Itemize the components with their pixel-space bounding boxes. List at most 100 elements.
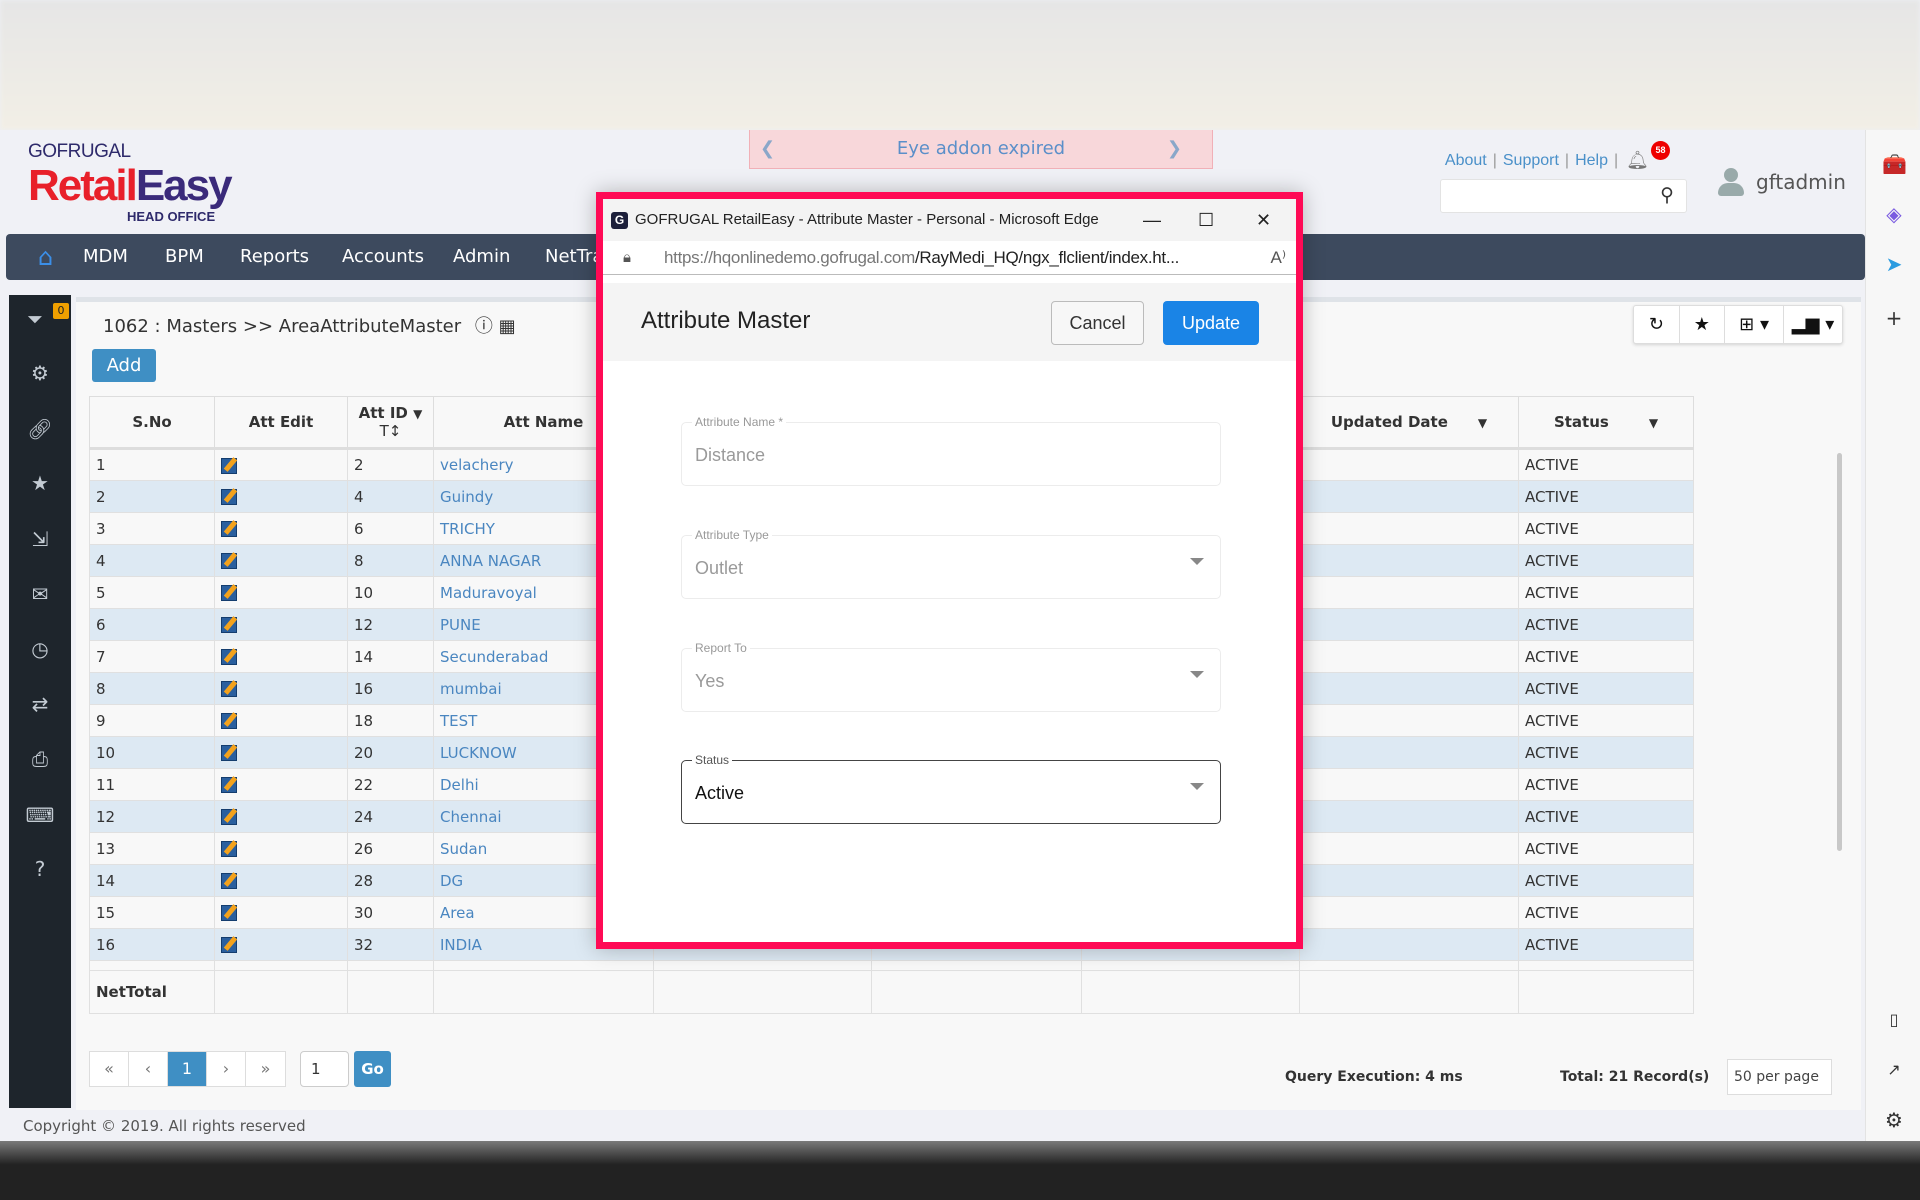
edit-icon[interactable] [221, 745, 237, 761]
about-link[interactable]: About [1444, 151, 1487, 169]
browser-chrome-blurred [0, 0, 1920, 130]
edit-icon[interactable] [221, 841, 237, 857]
lock-icon[interactable]: 🔒︎ [623, 248, 631, 266]
export-icon[interactable]: ⇲ [31, 527, 49, 551]
go-button[interactable]: Go [354, 1051, 391, 1087]
edit-icon[interactable] [221, 489, 237, 505]
help-circle-icon[interactable]: ⓘ [474, 316, 493, 337]
first-page-button[interactable]: « [90, 1052, 129, 1086]
transfer-icon[interactable]: ⇄ [31, 692, 49, 716]
col-sno[interactable]: S.No [89, 396, 215, 450]
keyboard-icon[interactable]: ⌨ [25, 803, 55, 827]
toolbox-icon[interactable]: 🧰 [1882, 152, 1907, 176]
cell-id: 14 [347, 640, 434, 673]
cell-edit [214, 672, 348, 705]
cell-status: ACTIVE [1518, 800, 1694, 833]
home-icon[interactable]: ⌂ [38, 243, 54, 271]
copilot-icon[interactable]: ◈ [1886, 202, 1902, 226]
edit-icon[interactable] [221, 681, 237, 697]
last-page-button[interactable]: » [260, 1059, 271, 1078]
help-icon[interactable]: ? [34, 857, 46, 881]
edit-icon[interactable] [221, 457, 237, 474]
hierarchy-dropdown-icon[interactable]: ⊞ ▾ [1725, 306, 1785, 343]
minimize-icon[interactable]: — [1143, 210, 1161, 230]
text-sort-icon[interactable]: T↕ [379, 422, 402, 440]
goto-page-input[interactable]: 1 [300, 1051, 349, 1087]
sidebar-toggle-icon[interactable]: ▯ [1889, 1010, 1899, 1029]
filter-icon[interactable]: ⏷ [27, 307, 43, 331]
mail-icon[interactable]: ✉ [31, 582, 49, 606]
support-link[interactable]: Support [1502, 151, 1559, 169]
link-icon[interactable]: 🔗︎ [27, 417, 53, 441]
edit-icon[interactable] [221, 585, 237, 601]
edit-icon[interactable] [221, 713, 237, 729]
attribute-name-field[interactable]: Attribute Name * Distance [681, 415, 1221, 486]
edit-icon[interactable] [221, 521, 237, 537]
layout-icon[interactable]: ▦ [498, 316, 516, 337]
settings-icon[interactable]: ⚙ [1885, 1108, 1903, 1132]
print-icon[interactable]: ⎙ [32, 747, 48, 771]
edit-icon[interactable] [221, 873, 237, 889]
col-edit[interactable]: Att Edit [214, 396, 348, 450]
cell-edit [214, 640, 348, 673]
help-link[interactable]: Help [1575, 151, 1608, 169]
add-icon[interactable]: + [1885, 306, 1903, 330]
update-button[interactable]: Update [1163, 301, 1259, 345]
clock-icon[interactable]: ◷ [31, 637, 49, 661]
edit-icon[interactable] [221, 809, 237, 825]
maximize-icon[interactable]: ☐ [1198, 210, 1215, 230]
per-page-select[interactable]: 50 per page [1727, 1059, 1832, 1095]
edit-icon[interactable] [221, 649, 237, 665]
report-to-select[interactable]: Report To Yes [681, 641, 1221, 712]
dropdown-icon[interactable]: ▼ [1648, 416, 1659, 430]
bell-icon[interactable]: 🔔︎ [1626, 150, 1649, 170]
cell-id: 12 [347, 608, 434, 641]
search-input[interactable]: ⚲ [1440, 179, 1687, 213]
popup-address-bar[interactable]: 🔒︎ https://hqonlinedemo.gofrugal.com/Ray… [603, 241, 1296, 275]
nav-nettrack[interactable]: NetTra [545, 246, 604, 267]
nav-bpm[interactable]: BPM [165, 246, 204, 267]
favorite-star-icon[interactable]: ★ [1680, 306, 1726, 343]
edit-icon[interactable] [221, 777, 237, 793]
next-page-button[interactable]: › [207, 1052, 246, 1086]
read-aloud-icon[interactable]: A⁾ [1270, 247, 1286, 267]
col-id[interactable]: Att ID ▼ T↕ [347, 396, 434, 450]
nav-admin[interactable]: Admin [453, 246, 511, 267]
nav-reports[interactable]: Reports [240, 246, 310, 267]
edit-icon[interactable] [221, 553, 237, 569]
refresh-icon[interactable]: ↻ [1634, 306, 1680, 343]
edit-icon[interactable] [221, 905, 237, 921]
dropdown-icon[interactable]: ▼ [1477, 416, 1488, 430]
col-status[interactable]: Status ▼ [1518, 396, 1694, 450]
retaileasy-logo[interactable]: GOFRUGAL RetailEasy HEAD OFFICE [28, 142, 233, 224]
star-icon[interactable]: ★ [31, 471, 49, 495]
logo-product-b: Easy [135, 161, 233, 210]
search-icon[interactable]: ⚲ [1660, 184, 1674, 206]
sort-down-icon[interactable]: ▼ [413, 407, 423, 421]
status-select[interactable]: Status Active [681, 753, 1221, 824]
prev-page-button[interactable]: ‹ [129, 1052, 168, 1086]
banner-next-icon[interactable]: ❯ [1166, 138, 1182, 159]
nav-mdm[interactable]: MDM [83, 246, 128, 267]
table-scrollbar[interactable] [1837, 453, 1842, 851]
banner-prev-icon[interactable]: ❮ [760, 138, 776, 159]
gear-icon[interactable]: ⚙ [31, 361, 49, 385]
cell-sno: 9 [89, 704, 215, 737]
add-button[interactable]: Add [92, 349, 156, 382]
nav-accounts[interactable]: Accounts [342, 246, 425, 267]
cell-name-link[interactable]: PUNE [433, 608, 654, 641]
close-icon[interactable]: ✕ [1256, 210, 1272, 230]
popup-header: Attribute Master Cancel Update [603, 283, 1296, 361]
page-1-button[interactable]: 1 [168, 1052, 207, 1086]
attribute-type-select[interactable]: Attribute Type Outlet [681, 528, 1221, 599]
col-updated[interactable]: Updated Date ▼ [1299, 396, 1519, 450]
edit-icon[interactable] [221, 937, 237, 953]
user-avatar-icon[interactable] [1718, 168, 1744, 198]
external-link-icon[interactable]: ↗ [1887, 1060, 1901, 1079]
username[interactable]: gftadmin [1756, 170, 1846, 194]
edit-icon[interactable] [221, 617, 237, 633]
cell-edit [214, 608, 348, 641]
cancel-button[interactable]: Cancel [1051, 301, 1144, 345]
send-icon[interactable]: ➤ [1885, 252, 1903, 276]
chart-dropdown-icon[interactable]: ▂▆ ▾ [1791, 314, 1835, 335]
